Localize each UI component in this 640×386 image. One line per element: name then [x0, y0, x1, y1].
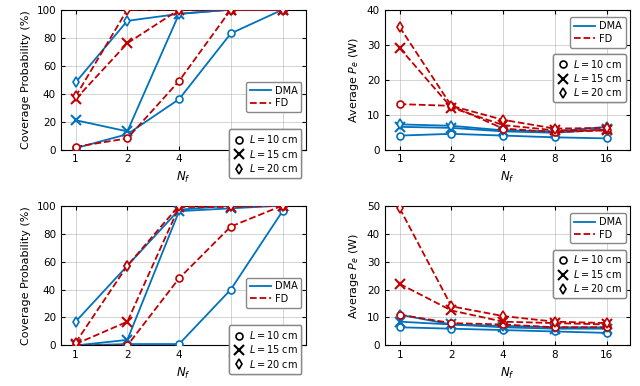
X-axis label: $N_f$: $N_f$: [176, 170, 191, 185]
Y-axis label: Average $P_e$ (W): Average $P_e$ (W): [348, 37, 362, 123]
X-axis label: $N_f$: $N_f$: [500, 170, 515, 185]
Y-axis label: Coverage Probability (%): Coverage Probability (%): [20, 10, 31, 149]
X-axis label: $N_f$: $N_f$: [500, 366, 515, 381]
X-axis label: $N_f$: $N_f$: [176, 366, 191, 381]
Y-axis label: Coverage Probability (%): Coverage Probability (%): [20, 206, 31, 345]
Legend: $L = 10$ cm, $L = 15$ cm, $L = 20$ cm: $L = 10$ cm, $L = 15$ cm, $L = 20$ cm: [229, 129, 301, 178]
Y-axis label: Average $P_e$ (W): Average $P_e$ (W): [348, 232, 362, 318]
Legend: $L = 10$ cm, $L = 15$ cm, $L = 20$ cm: $L = 10$ cm, $L = 15$ cm, $L = 20$ cm: [553, 54, 625, 102]
Legend: $L = 10$ cm, $L = 15$ cm, $L = 20$ cm: $L = 10$ cm, $L = 15$ cm, $L = 20$ cm: [553, 250, 625, 298]
Legend: $L = 10$ cm, $L = 15$ cm, $L = 20$ cm: $L = 10$ cm, $L = 15$ cm, $L = 20$ cm: [229, 325, 301, 374]
